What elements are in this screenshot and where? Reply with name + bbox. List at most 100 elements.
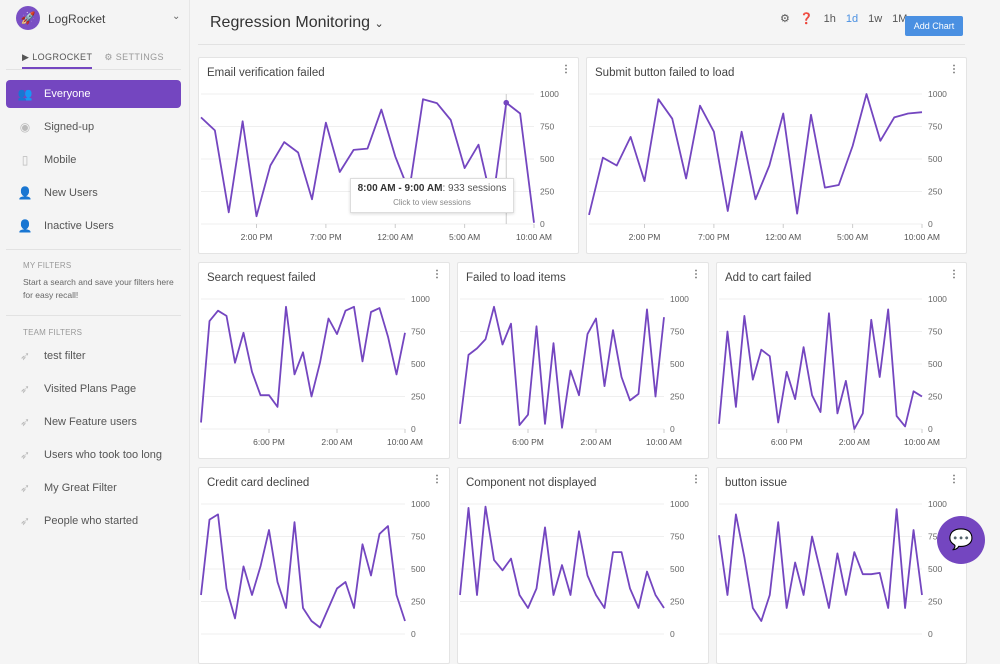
range-1d[interactable]: 1d	[845, 12, 859, 25]
sidebar-item-new-users[interactable]: 👤 New Users	[6, 179, 181, 207]
more-vertical-icon[interactable]: ⋮	[949, 64, 959, 75]
x-tick-label: 10:00 AM	[904, 232, 940, 242]
y-tick-label: 0	[670, 629, 675, 639]
chart-card[interactable]: 1000 750 500 250 0 6:00 PM 2:00 AM 10:00 AM Fail…	[457, 262, 709, 459]
series-line	[718, 508, 923, 622]
add-chart-button[interactable]: Add Chart	[905, 16, 963, 36]
series-line	[200, 513, 406, 629]
range-1h[interactable]: 1h	[823, 12, 836, 25]
sidebar-item-everyone[interactable]: 👥 Everyone	[6, 80, 181, 108]
divider	[6, 69, 181, 70]
tab-logrocket[interactable]: ▶ LOGROCKET	[22, 52, 93, 69]
x-tick-label: 12:00 AM	[377, 232, 413, 242]
series-line	[718, 308, 923, 430]
y-tick-label: 0	[670, 424, 675, 434]
team-filter-item[interactable]: ➶ Visited Plans Page	[6, 377, 181, 401]
y-tick-label: 750	[670, 532, 684, 542]
more-vertical-icon[interactable]: ⋮	[691, 474, 701, 485]
x-tick-label: 2:00 AM	[839, 437, 870, 447]
y-tick-label: 500	[928, 359, 942, 369]
x-tick-label: 2:00 PM	[629, 232, 661, 242]
play-icon: ▶	[22, 52, 33, 62]
y-tick-label: 1000	[670, 499, 689, 509]
sidebar-item-mobile[interactable]: ▯ Mobile	[6, 146, 181, 174]
tab-settings[interactable]: ⚙ SETTINGS	[104, 52, 164, 62]
chart-card[interactable]: 1000 750 500 250 0 2:00 PM 7:00 PM 12:00 AM 5:00…	[586, 57, 967, 254]
chart-title: Component not displayed	[466, 477, 597, 489]
chart-card[interactable]: 1000 750 500 250 0 Component not displayed ⋮	[457, 467, 709, 664]
x-tick-label: 7:00 PM	[310, 232, 342, 242]
more-vertical-icon[interactable]: ⋮	[432, 269, 442, 280]
data-point	[503, 99, 510, 106]
x-tick-label: 10:00 AM	[516, 232, 552, 242]
range-1M[interactable]: 1M	[892, 12, 908, 25]
x-tick-label: 5:00 AM	[449, 232, 480, 242]
y-tick-label: 0	[411, 424, 416, 434]
team-filter-item[interactable]: ➶ test filter	[6, 344, 181, 368]
more-vertical-icon[interactable]: ⋮	[561, 64, 571, 75]
y-tick-label: 250	[928, 187, 942, 197]
y-tick-label: 750	[670, 327, 684, 337]
y-tick-label: 500	[411, 564, 425, 574]
team-filter-item[interactable]: ➶ People who started	[6, 509, 181, 533]
y-tick-label: 500	[928, 564, 942, 574]
team-filter-item[interactable]: ➶ My Great Filter	[6, 476, 181, 500]
y-tick-label: 750	[540, 122, 554, 132]
y-tick-label: 1000	[670, 294, 689, 304]
series-line	[200, 305, 406, 423]
mobile-icon: ▯	[21, 153, 29, 167]
sidebar-item-inactive-users[interactable]: 👤 Inactive Users	[6, 212, 181, 240]
sidebar: 🚀 LogRocket ⌄ ▶ LOGROCKET ⚙ SETTINGS 👥 Ev…	[0, 0, 190, 580]
series-line	[459, 305, 665, 429]
divider	[6, 249, 181, 250]
y-tick-label: 750	[411, 327, 425, 337]
y-tick-label: 0	[928, 219, 933, 229]
x-tick-label: 10:00 AM	[387, 437, 423, 447]
more-vertical-icon[interactable]: ⋮	[691, 269, 701, 280]
chart-card[interactable]: 1000 750 500 250 0 button issue ⋮	[716, 467, 967, 664]
chat-launcher-icon[interactable]: 💬	[937, 516, 985, 564]
more-vertical-icon[interactable]: ⋮	[949, 474, 959, 485]
more-vertical-icon[interactable]: ⋮	[432, 474, 442, 485]
chart-card[interactable]: 1000 750 500 250 0 6:00 PM 2:00 AM 10:00 AM Add …	[716, 262, 967, 459]
team-filter-item[interactable]: ➶ New Feature users	[6, 410, 181, 434]
chart-title: Add to cart failed	[725, 272, 812, 284]
page-title[interactable]: Regression Monitoring ⌄	[210, 14, 384, 31]
series-line	[588, 93, 923, 216]
y-tick-label: 0	[411, 629, 416, 639]
x-tick-label: 6:00 PM	[253, 437, 285, 447]
sidebar-item-signed-up[interactable]: ◉ Signed-up	[6, 113, 181, 141]
y-tick-label: 750	[928, 122, 942, 132]
y-tick-label: 250	[540, 187, 554, 197]
y-tick-label: 1000	[928, 294, 947, 304]
help-icon[interactable]: ❓	[799, 13, 814, 25]
chart-card[interactable]: 1000 750 500 250 0 2:00 PM 7:00 PM 12:00 AM 5:00…	[198, 57, 579, 254]
chart-card[interactable]: 1000 750 500 250 0 6:00 PM 2:00 AM 10:00 AM Sear…	[198, 262, 450, 459]
rocket-icon: ➶	[19, 514, 31, 528]
divider	[6, 315, 181, 316]
y-tick-label: 0	[928, 629, 933, 639]
more-vertical-icon[interactable]: ⋮	[949, 269, 959, 280]
chart-tooltip[interactable]: 8:00 AM - 9:00 AM: 933 sessions Click to…	[350, 178, 514, 213]
series-line	[200, 98, 535, 223]
chart-title: Credit card declined	[207, 477, 310, 489]
rocket-icon: ➶	[19, 481, 31, 495]
rocket-logo-icon[interactable]: 🚀	[16, 6, 40, 30]
team-filters-heading: TEAM FILTERS	[23, 328, 83, 337]
y-tick-label: 500	[411, 359, 425, 369]
y-tick-label: 750	[928, 532, 942, 542]
org-name[interactable]: LogRocket	[48, 12, 106, 26]
user-circle-icon: ◉	[19, 120, 31, 134]
gear-icon[interactable]: ⚙	[780, 13, 790, 25]
team-filter-item[interactable]: ➶ Users who took too long	[6, 443, 181, 467]
rocket-icon: ➶	[19, 382, 31, 396]
range-1w[interactable]: 1w	[868, 12, 883, 25]
y-tick-label: 250	[411, 392, 425, 402]
series-line	[459, 505, 665, 609]
chevron-down-icon[interactable]: ⌄	[172, 11, 181, 22]
y-tick-label: 500	[670, 564, 684, 574]
chart-card[interactable]: 1000 750 500 250 0 Credit card declined ⋮	[198, 467, 450, 664]
x-tick-label: 7:00 PM	[698, 232, 730, 242]
x-tick-label: 10:00 AM	[646, 437, 682, 447]
chart-title: Submit button failed to load	[595, 67, 735, 79]
